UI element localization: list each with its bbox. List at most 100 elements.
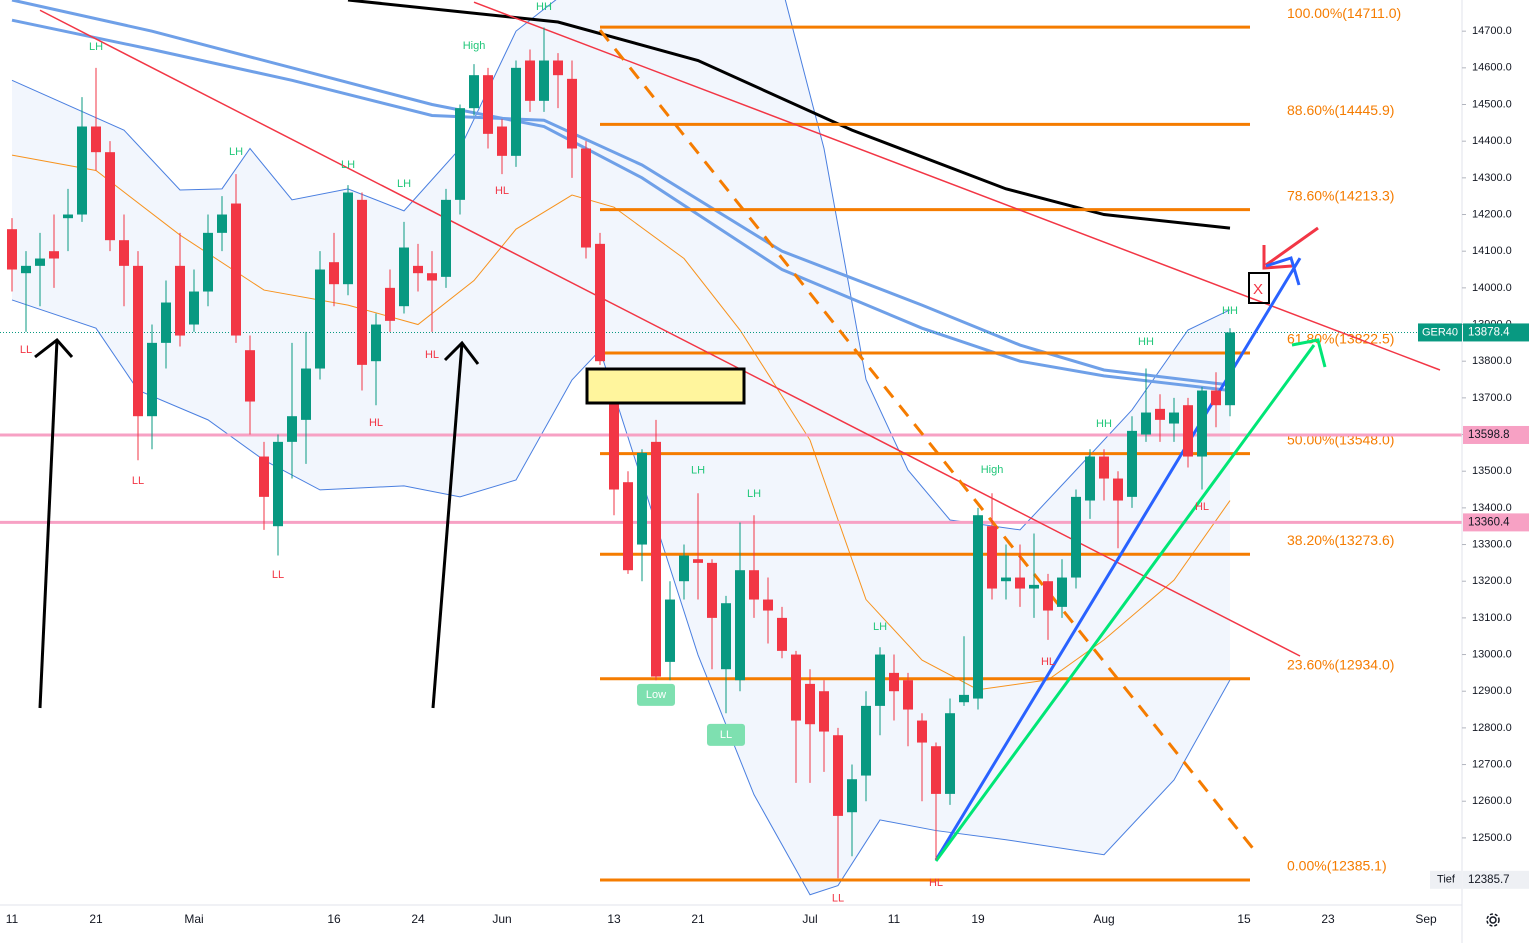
y-tick-label: 14100.0 (1472, 245, 1512, 257)
green-arrowhead (1291, 338, 1327, 368)
candle-body (315, 269, 325, 369)
fib-label: 0.00%(12385.1) (1287, 858, 1387, 874)
y-tick-label: 13400.0 (1472, 502, 1512, 514)
y-tick-label: 12900.0 (1472, 685, 1512, 697)
y-tick-label: 14400.0 (1472, 135, 1512, 147)
x-tick-label: Aug (1093, 912, 1114, 926)
swing-label: LH (747, 488, 761, 500)
swing-label: HL (929, 877, 943, 889)
moving-average (11, 0, 1231, 393)
candle-body (357, 199, 367, 365)
y-tick-label: 13800.0 (1472, 355, 1512, 367)
moving-average (11, 154, 1231, 691)
candle-body (931, 746, 941, 794)
fib-label: 100.00%(14711.0) (1287, 5, 1401, 21)
price-tag (1463, 323, 1529, 342)
y-tick-label: 13000.0 (1472, 648, 1512, 660)
candle-body (175, 265, 185, 336)
candle-body (161, 302, 171, 343)
y-tick-label: 14600.0 (1472, 62, 1512, 74)
candle-body (539, 60, 549, 101)
candle-body (1169, 412, 1179, 424)
trend-line (934, 257, 1302, 861)
candle-body (343, 192, 353, 285)
y-tick-label: 13700.0 (1472, 392, 1512, 404)
band-fill (12, 0, 1230, 895)
candle-body (119, 240, 129, 266)
swing-label: HH (536, 1, 552, 13)
candle-body (959, 694, 969, 703)
y-tick-label: 14500.0 (1472, 98, 1512, 110)
swing-label: High (981, 464, 1004, 476)
y-tick-label: 13300.0 (1472, 538, 1512, 550)
arrow (431, 340, 480, 709)
swing-label: LL (832, 893, 844, 905)
candle-body (7, 229, 17, 270)
x-tick-label: 11 (6, 912, 19, 926)
x-tick-label: Mai (184, 912, 203, 926)
candle-body (665, 599, 675, 662)
x-tick-label: 16 (327, 912, 341, 926)
swing-label: HL (369, 417, 383, 429)
candle-body (833, 735, 843, 816)
x-tick-label: 13 (607, 912, 621, 926)
candle-body (259, 456, 269, 497)
candle-body (763, 599, 773, 611)
x-tick-label: Sep (1415, 912, 1437, 926)
candle-body (623, 482, 633, 571)
x-tick-label: Jul (802, 912, 817, 926)
price-tag-value: 13360.4 (1468, 516, 1510, 528)
candle-body (63, 214, 73, 219)
candle-body (273, 441, 283, 527)
marker-text: X (1253, 281, 1263, 298)
candle-body (735, 570, 745, 681)
candle-body (329, 262, 339, 285)
y-tick-label: 14700.0 (1472, 25, 1512, 37)
candle-body (231, 203, 241, 336)
red-arrow (1262, 226, 1319, 270)
swing-label: Low (646, 689, 666, 701)
price-tag-name: Tief (1437, 874, 1456, 886)
candle-body (1099, 456, 1109, 479)
swing-label: LL (720, 729, 732, 741)
candle-body (511, 67, 521, 156)
candle-body (917, 720, 927, 743)
y-tick-label: 12700.0 (1472, 758, 1512, 770)
candle-body (469, 75, 479, 109)
swing-label: HH (1138, 336, 1154, 348)
swing-label: HL (495, 185, 509, 197)
candle-body (371, 324, 381, 362)
candle-body (721, 603, 731, 670)
candle-body (385, 287, 395, 321)
blue-arrowhead (1265, 256, 1301, 286)
candle-body (903, 680, 913, 710)
candle-body (147, 342, 157, 417)
candle-body (791, 654, 801, 721)
candle-body (1043, 581, 1053, 611)
candle-body (1071, 496, 1081, 578)
swing-label: LL (20, 344, 32, 356)
candle-body (679, 555, 689, 582)
x-tick-label: 24 (411, 912, 425, 926)
swing-label: LH (341, 159, 355, 171)
candle-body (749, 570, 759, 600)
candle-body (455, 108, 465, 200)
candle-body (133, 265, 143, 417)
y-tick-label: 13100.0 (1472, 612, 1512, 624)
candle-body (427, 273, 437, 281)
candle-body (777, 617, 787, 651)
price-axis-bg (1462, 0, 1531, 943)
candle-body (567, 78, 577, 149)
price-tag-name: GER40 (1422, 326, 1458, 338)
candle-body (651, 441, 661, 677)
x-tick-label: 21 (89, 912, 103, 926)
time-axis-bg (0, 905, 1462, 943)
settings-icon[interactable] (1486, 913, 1500, 927)
swing-label: HL (1041, 656, 1055, 668)
candle-body (189, 291, 199, 325)
candle-body (413, 265, 423, 274)
candle-body (1057, 577, 1067, 607)
